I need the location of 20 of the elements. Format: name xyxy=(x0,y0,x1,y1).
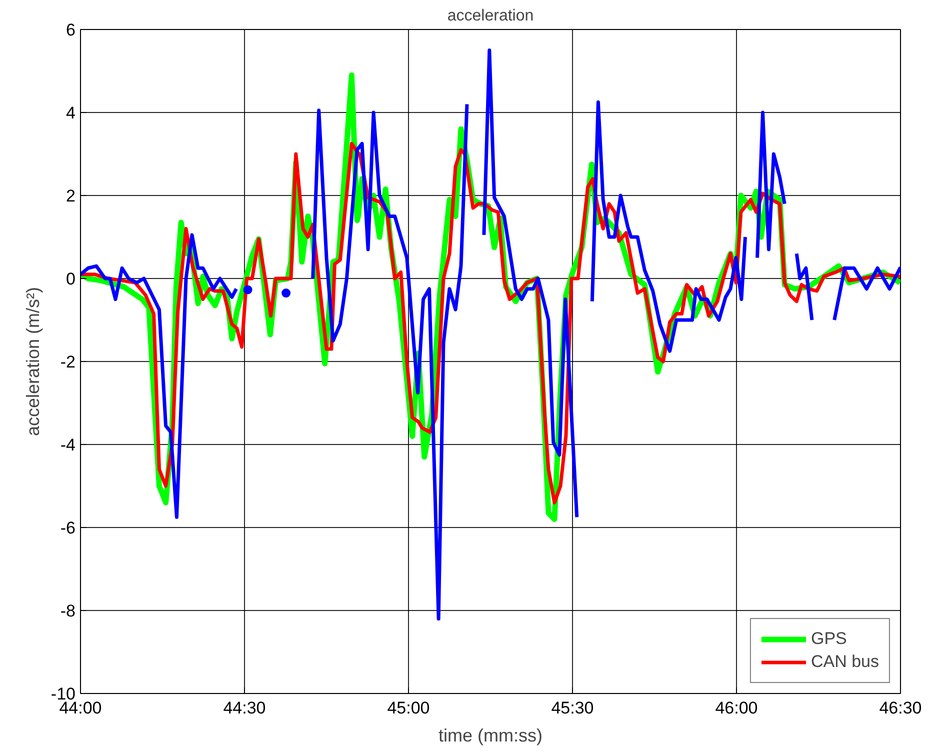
y-tick-label: 0 xyxy=(66,270,76,288)
x-tick-label: 46:30 xyxy=(879,698,922,718)
y-tick-label: -4 xyxy=(60,436,76,454)
x-axis-title: time (mm:ss) xyxy=(438,726,542,746)
x-tick-label: 45:30 xyxy=(551,698,594,718)
y-tick-label: 2 xyxy=(66,186,76,206)
y-tick-label: -8 xyxy=(60,602,76,620)
x-tick-label: 46:00 xyxy=(715,698,758,718)
y-tick-label: 4 xyxy=(66,104,76,122)
y-tick-label: -2 xyxy=(60,352,76,372)
legend-label: GPS xyxy=(810,629,847,649)
x-tick-label: 44:00 xyxy=(59,698,102,718)
legend-label: CAN bus xyxy=(810,652,879,672)
x-tick-label: 44:30 xyxy=(223,698,266,718)
line-series xyxy=(80,142,900,504)
x-tick-label: 45:00 xyxy=(387,698,430,718)
y-tick-label: 6 xyxy=(66,20,76,40)
chart-title: acceleration xyxy=(447,8,534,24)
y-tick-label: -6 xyxy=(60,518,76,538)
y-axis-title: acceleration (m/s²) xyxy=(22,286,43,436)
